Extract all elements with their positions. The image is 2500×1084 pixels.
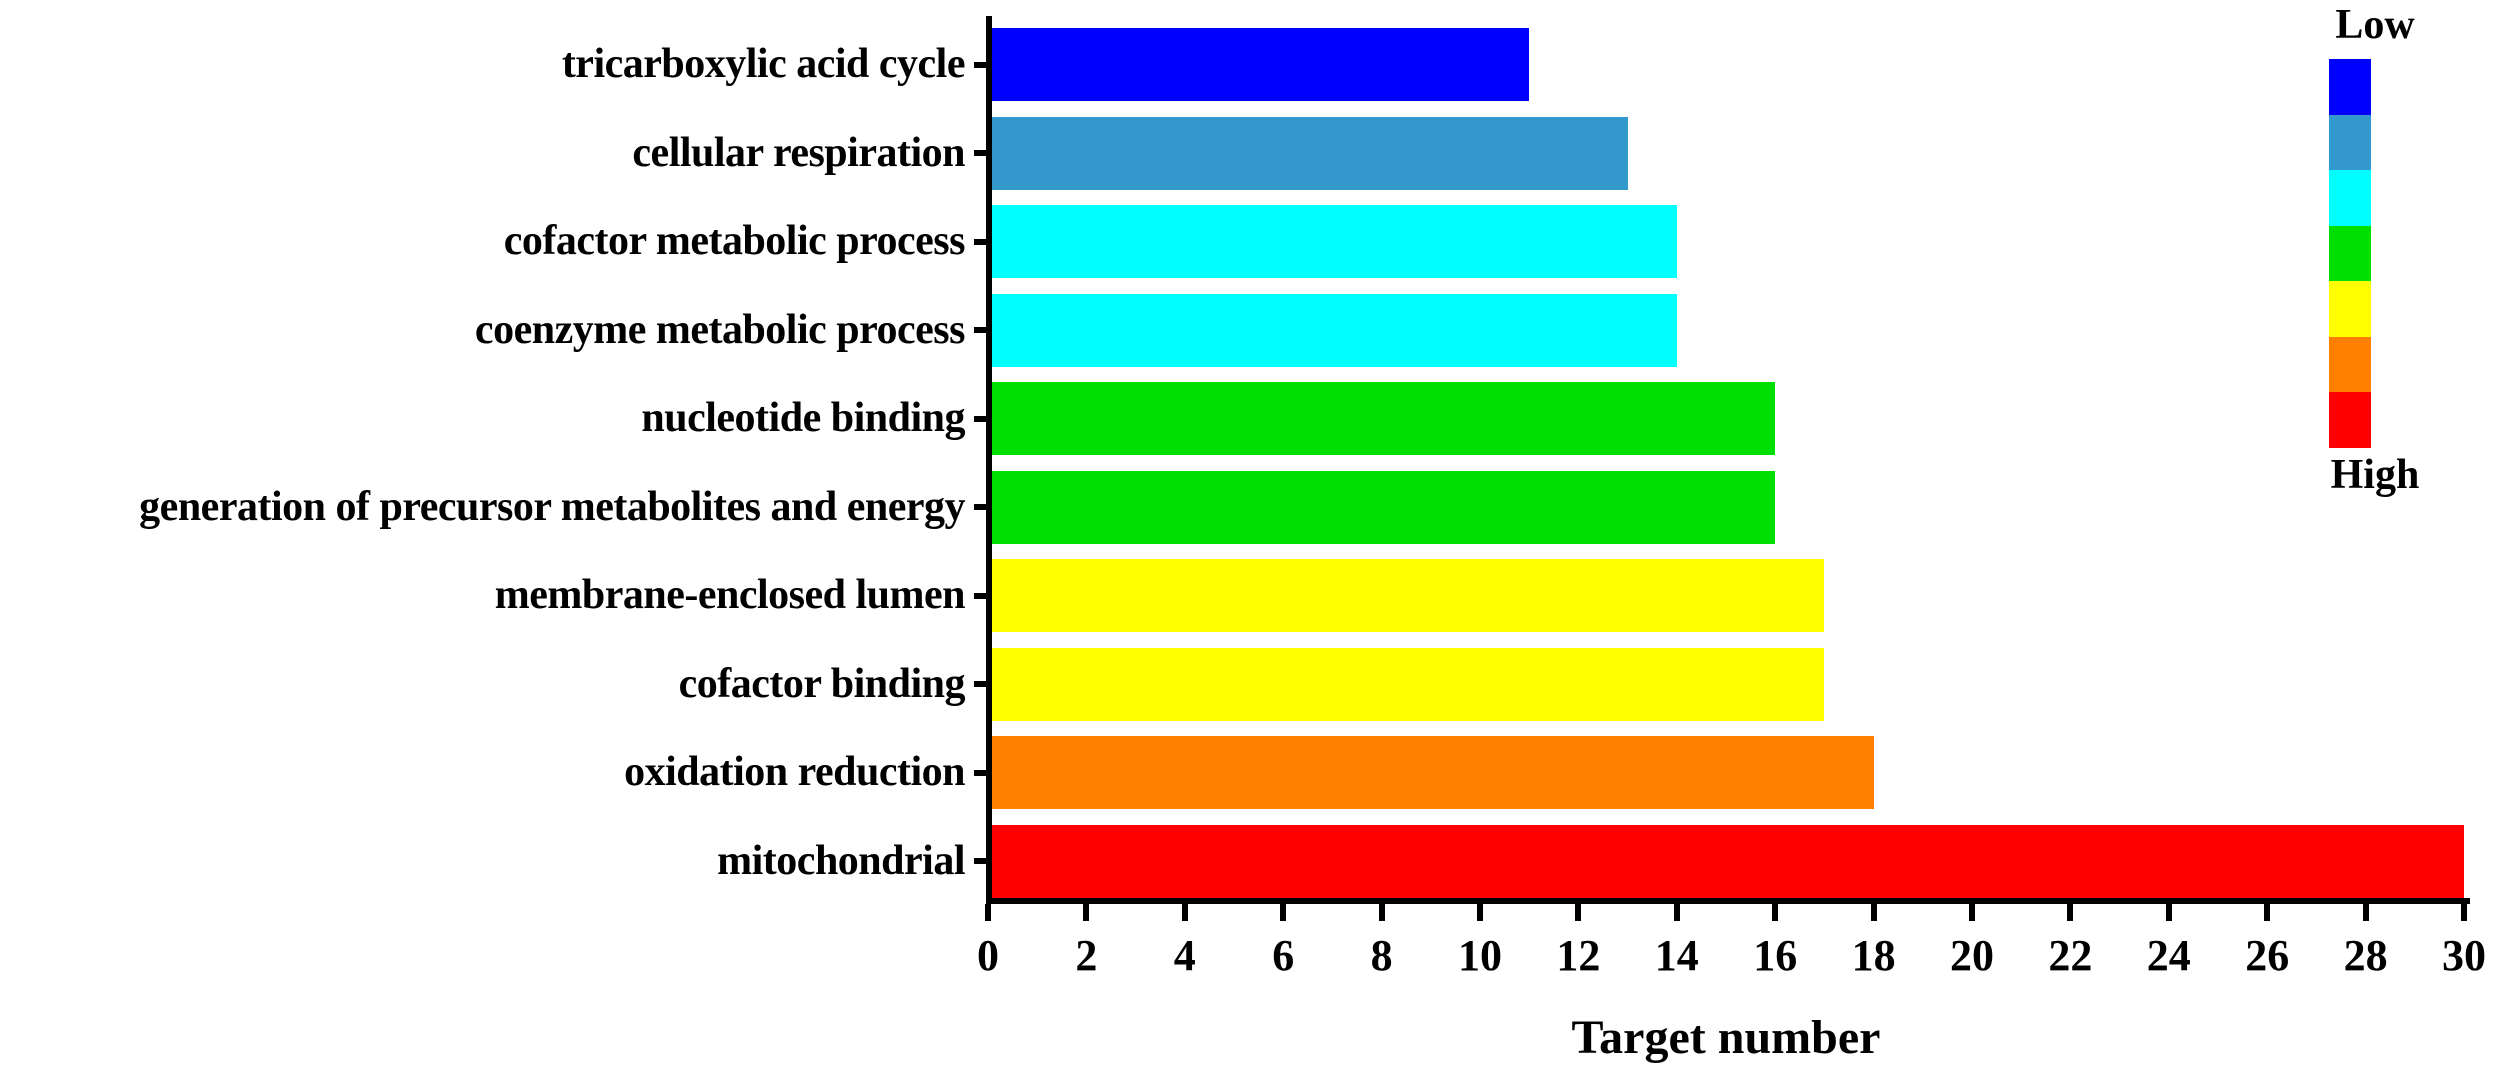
y-axis-tick xyxy=(974,415,986,422)
category-label: mitochondrial xyxy=(717,837,965,884)
x-tick-label: 26 xyxy=(2245,931,2290,980)
y-axis-tick xyxy=(974,504,986,510)
y-axis-tick xyxy=(974,592,986,599)
bar xyxy=(991,116,1628,190)
x-axis-tick xyxy=(2264,904,2271,921)
x-tick-label: 6 xyxy=(1272,931,1295,980)
category-label: nucleotide binding xyxy=(641,395,965,441)
bar xyxy=(991,736,1874,809)
legend-segment xyxy=(2329,336,2371,393)
bar xyxy=(991,824,2464,898)
legend: Low High xyxy=(2290,0,2460,540)
bar xyxy=(991,647,1825,721)
category-label: cofactor binding xyxy=(678,660,966,707)
x-axis-tick xyxy=(2461,904,2467,921)
x-axis-tick xyxy=(1280,904,1287,921)
category-label: cofactor metabolic process xyxy=(503,218,966,264)
x-axis-title: Target number xyxy=(1571,1011,1881,1064)
x-axis-tick xyxy=(1772,904,1779,921)
x-tick-label: 30 xyxy=(2442,931,2486,980)
y-axis-tick xyxy=(974,61,986,68)
x-tick-label: 24 xyxy=(2146,931,2191,980)
x-tick-label: 4 xyxy=(1173,931,1196,980)
x-axis-tick xyxy=(1083,904,1090,921)
legend-segment xyxy=(2329,392,2371,449)
x-tick-label: 14 xyxy=(1654,931,1699,980)
y-axis-tick xyxy=(974,238,986,245)
bar xyxy=(991,382,1776,455)
category-label: membrane-enclosed lumen xyxy=(494,572,966,618)
x-axis-tick xyxy=(1969,904,1975,921)
y-axis-line xyxy=(986,16,992,903)
legend-segment xyxy=(2329,225,2371,282)
x-axis-tick xyxy=(2165,904,2172,921)
x-tick-label: 20 xyxy=(1950,931,1994,980)
x-axis-tick xyxy=(985,904,991,921)
x-axis-tick xyxy=(2362,904,2369,921)
legend-colorbar xyxy=(2329,59,2371,449)
x-tick-label: 22 xyxy=(2048,931,2093,980)
y-axis-tick xyxy=(974,858,986,864)
x-tick-label: 8 xyxy=(1370,931,1393,980)
category-label: oxidation reduction xyxy=(624,749,965,795)
x-tick-label: 28 xyxy=(2343,931,2388,980)
category-label: generation of precursor metabolites and … xyxy=(139,483,965,530)
legend-segment xyxy=(2329,170,2371,227)
x-axis-tick xyxy=(1673,904,1680,921)
y-axis-tick xyxy=(974,769,986,776)
category-label: tricarboxylic acid cycle xyxy=(561,41,966,87)
legend-segment xyxy=(2329,114,2371,171)
legend-segment xyxy=(2329,281,2371,338)
x-axis-tick xyxy=(1181,904,1188,921)
x-tick-label: 12 xyxy=(1556,931,1601,980)
legend-high-label: High xyxy=(2330,452,2420,498)
x-axis-tick xyxy=(1870,904,1877,921)
bar xyxy=(991,293,1677,367)
y-axis-tick xyxy=(974,150,986,156)
bar xyxy=(991,470,1776,544)
x-axis-tick xyxy=(2067,904,2074,921)
x-tick-label: 18 xyxy=(1851,931,1896,980)
category-label: coenzyme metabolic process xyxy=(474,306,966,353)
category-label: cellular respiration xyxy=(632,129,965,176)
y-axis-tick xyxy=(974,681,986,687)
bar xyxy=(991,28,1530,101)
x-axis-line xyxy=(986,898,2470,904)
y-axis-tick xyxy=(974,327,986,333)
bar xyxy=(991,205,1677,278)
legend-low-label: Low xyxy=(2335,2,2415,48)
x-axis-tick xyxy=(1575,904,1582,921)
x-axis-tick xyxy=(1477,904,1483,921)
x-tick-label: 16 xyxy=(1753,931,1798,980)
legend-segment xyxy=(2329,59,2371,116)
x-tick-label: 0 xyxy=(977,931,999,980)
bar xyxy=(991,559,1825,632)
x-axis-tick xyxy=(1378,904,1385,921)
x-tick-label: 10 xyxy=(1458,931,1502,980)
x-tick-label: 2 xyxy=(1075,931,1098,980)
